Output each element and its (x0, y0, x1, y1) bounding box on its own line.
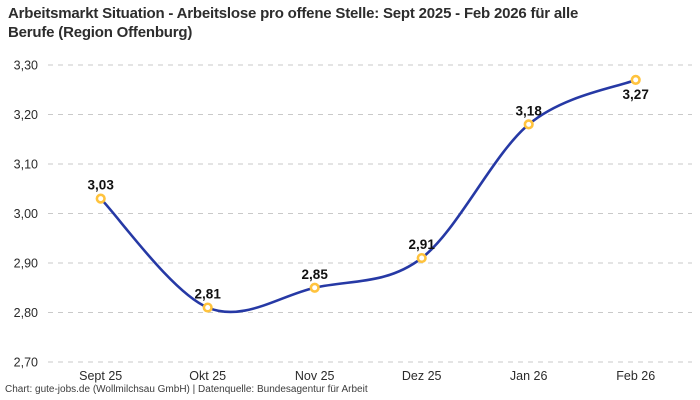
chart-title: Arbeitsmarkt Situation - Arbeitslose pro… (8, 4, 692, 42)
data-point-value-label: 2,81 (195, 287, 222, 302)
chart-title-line1: Arbeitsmarkt Situation - Arbeitslose pro… (8, 5, 579, 22)
y-axis-tick-label: 3,20 (14, 108, 38, 122)
y-axis-tick-label: 2,80 (14, 306, 38, 320)
data-point-value-label: 2,91 (409, 237, 436, 252)
data-point-value-label: 2,85 (302, 267, 329, 282)
data-point-marker (630, 74, 641, 85)
x-axis-tick-label: Okt 25 (189, 369, 226, 383)
x-axis-tick-label: Jan 26 (510, 369, 548, 383)
y-axis-tick-label: 2,90 (14, 257, 38, 271)
y-axis-tick-label: 2,70 (14, 356, 38, 370)
data-point-marker (416, 252, 427, 264)
data-point-marker (95, 193, 106, 204)
x-axis-tick-label: Dez 25 (402, 369, 442, 383)
y-axis-tick-label: 3,30 (14, 59, 38, 73)
x-axis-tick-label: Nov 25 (295, 369, 335, 383)
attribution-text: Chart: gute-jobs.de (Wollmilchsau GmbH) … (5, 384, 368, 395)
data-point-marker (523, 119, 534, 130)
y-axis-tick-label: 3,10 (14, 158, 38, 172)
chart-title-line2: Berufe (Region Offenburg) (8, 24, 193, 41)
x-axis-tick-label: Sept 25 (79, 369, 122, 383)
data-point-value-label: 3,03 (88, 178, 115, 193)
data-point-value-label: 3,18 (516, 103, 543, 118)
data-point-marker (202, 302, 213, 313)
data-point-value-label: 3,27 (623, 87, 649, 102)
data-point-marker (309, 282, 320, 293)
x-axis-tick-label: Feb 26 (616, 369, 655, 383)
y-axis-tick-label: 3,00 (14, 207, 38, 221)
